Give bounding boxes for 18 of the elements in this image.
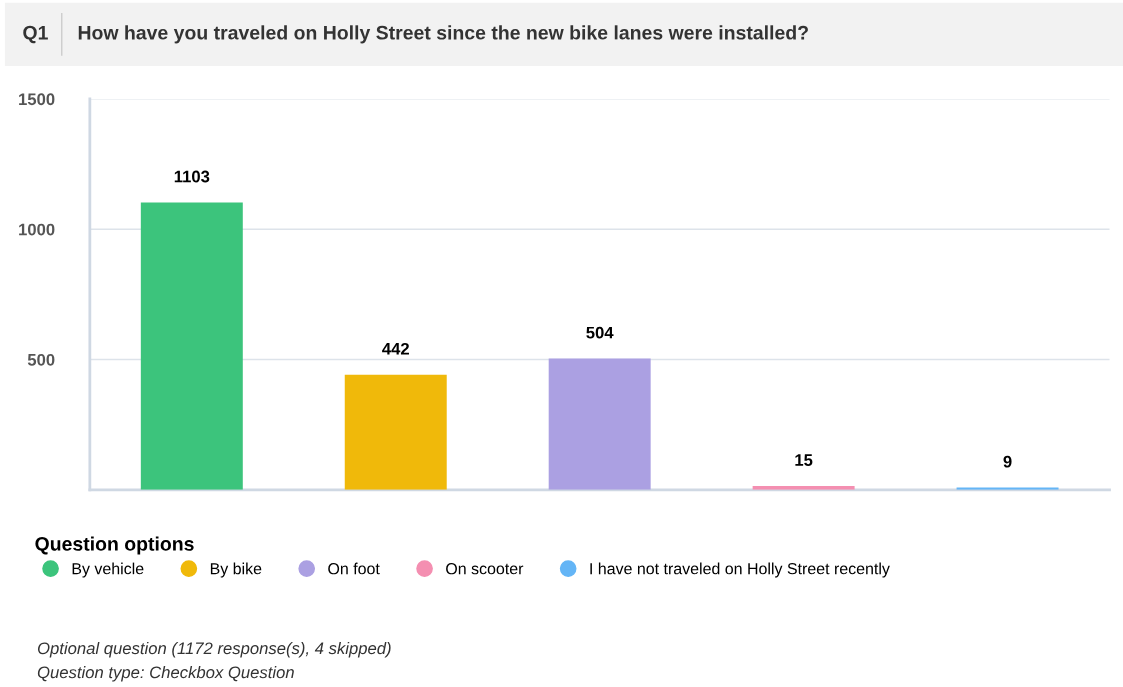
text: Optional question (1172 response(s), 4 skipped) — [37, 641, 391, 658]
data-label: 504 — [586, 326, 614, 339]
legend-label: By vehicle — [72, 562, 144, 578]
legend-label: On scooter — [446, 563, 524, 575]
legend-title: Question options — [35, 536, 194, 555]
text: Question type: Checkbox Question — [37, 665, 294, 682]
data-label: 442 — [382, 342, 409, 355]
legend-label: I have not traveled on Holly Street recently — [590, 562, 890, 578]
legend-label: On foot — [328, 562, 380, 575]
y-tick-label: 1000 — [19, 223, 55, 236]
chart-subtitle: How have you traveled on Holly Street since the new bike lanes were installed? — [78, 25, 808, 44]
data-label: 15 — [795, 454, 813, 466]
data-label: 9 — [1003, 455, 1012, 468]
legend-label: By bike — [210, 562, 262, 578]
y-tick-label: 1500 — [19, 93, 55, 106]
data-label: 1103 — [174, 170, 210, 183]
chart-title: Q1 — [23, 25, 48, 44]
y-tick-label: 500 — [27, 353, 55, 366]
